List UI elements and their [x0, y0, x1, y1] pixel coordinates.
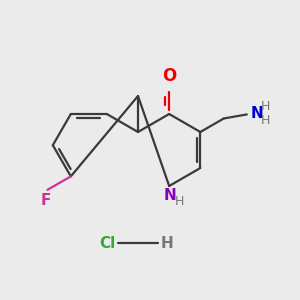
Text: O: O	[162, 67, 176, 85]
Text: F: F	[40, 193, 51, 208]
Text: Cl: Cl	[99, 236, 115, 250]
Text: H: H	[261, 114, 270, 127]
Text: H: H	[175, 195, 184, 208]
Text: H: H	[161, 236, 174, 250]
Text: H: H	[261, 100, 270, 113]
Text: N: N	[251, 106, 263, 121]
Text: N: N	[164, 188, 177, 203]
